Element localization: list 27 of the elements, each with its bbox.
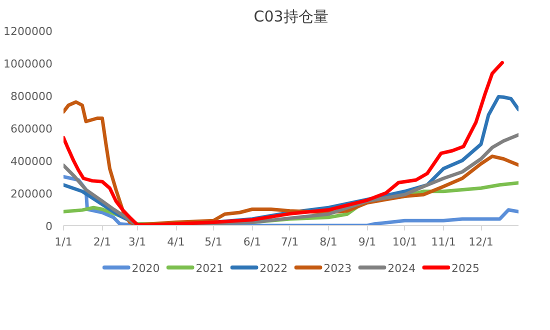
y-tick-label: 800000	[10, 90, 53, 103]
x-tick-label: 2/1	[93, 236, 112, 248]
x-tick-label: 12/1	[468, 236, 494, 248]
x-tick-label: 10/1	[392, 236, 418, 248]
x-tick-label: 8/1	[320, 236, 338, 248]
y-tick-label: 200000	[10, 188, 53, 200]
x-tick-label: 11/1	[431, 236, 456, 248]
x-tick-label: 4/1	[167, 236, 185, 248]
y-tick-label: 400000	[10, 155, 53, 168]
x-tick-label: 1/1	[54, 236, 72, 248]
y-tick-label: 1200000	[4, 25, 53, 38]
legend-label: 2020	[132, 262, 160, 275]
legend-label: 2023	[324, 262, 352, 275]
x-tick-label: 5/1	[204, 236, 222, 248]
legend-label: 2021	[196, 262, 224, 275]
line-series	[64, 60, 504, 226]
y-tick-label: 0	[46, 220, 52, 233]
y-tick-label: 1000000	[4, 58, 53, 70]
y-tick-label: 600000	[10, 122, 53, 136]
legend-label: 2024	[388, 262, 416, 275]
x-tick-label: 9/1	[358, 236, 376, 248]
x-tick-label: 3/1	[128, 236, 146, 248]
x-tick-label: 7/1	[280, 236, 299, 248]
legend-label: 2025	[452, 262, 480, 275]
chart-title: C03持仓量	[254, 8, 328, 26]
legend-label: 2022	[260, 262, 288, 275]
x-tick-label: 6/1	[243, 236, 262, 248]
